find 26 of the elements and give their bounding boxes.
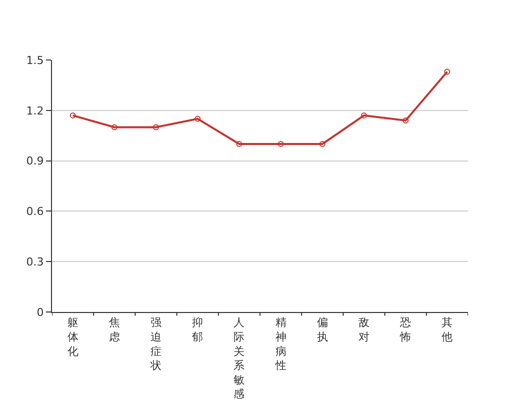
point [194,116,201,122]
x-tick-label: 敌对 [358,316,370,344]
y-tick-label: 1.5 [26,54,44,67]
point [444,68,450,75]
point [111,124,118,130]
y-tick-label: 1.2 [26,104,44,118]
y-tick-label: 0 [36,306,44,319]
x-tick-label: 焦虑 [108,316,120,344]
point [361,112,367,118]
point [402,117,409,124]
x-tick-label: 抑郁 [192,316,204,344]
y-tick-label: 0.9 [26,154,44,168]
point [236,141,242,147]
point [278,141,284,147]
x-tick-label: 偏执 [316,316,328,344]
x-tick-label: 人际关系敏感 [234,316,245,400]
x-tick-label: 其他 [442,316,453,344]
x-tick-label: 强迫症状 [150,316,162,372]
x-tick-label: 精神病性 [274,316,286,372]
point [319,141,326,147]
x-tick-label: 恐怖 [399,316,412,344]
x-tick-label: 躯体化 [67,316,78,358]
point [70,112,76,118]
y-tick-label: 0.6 [26,205,44,218]
y-tick-label: 0.3 [26,255,44,268]
point [153,124,159,130]
